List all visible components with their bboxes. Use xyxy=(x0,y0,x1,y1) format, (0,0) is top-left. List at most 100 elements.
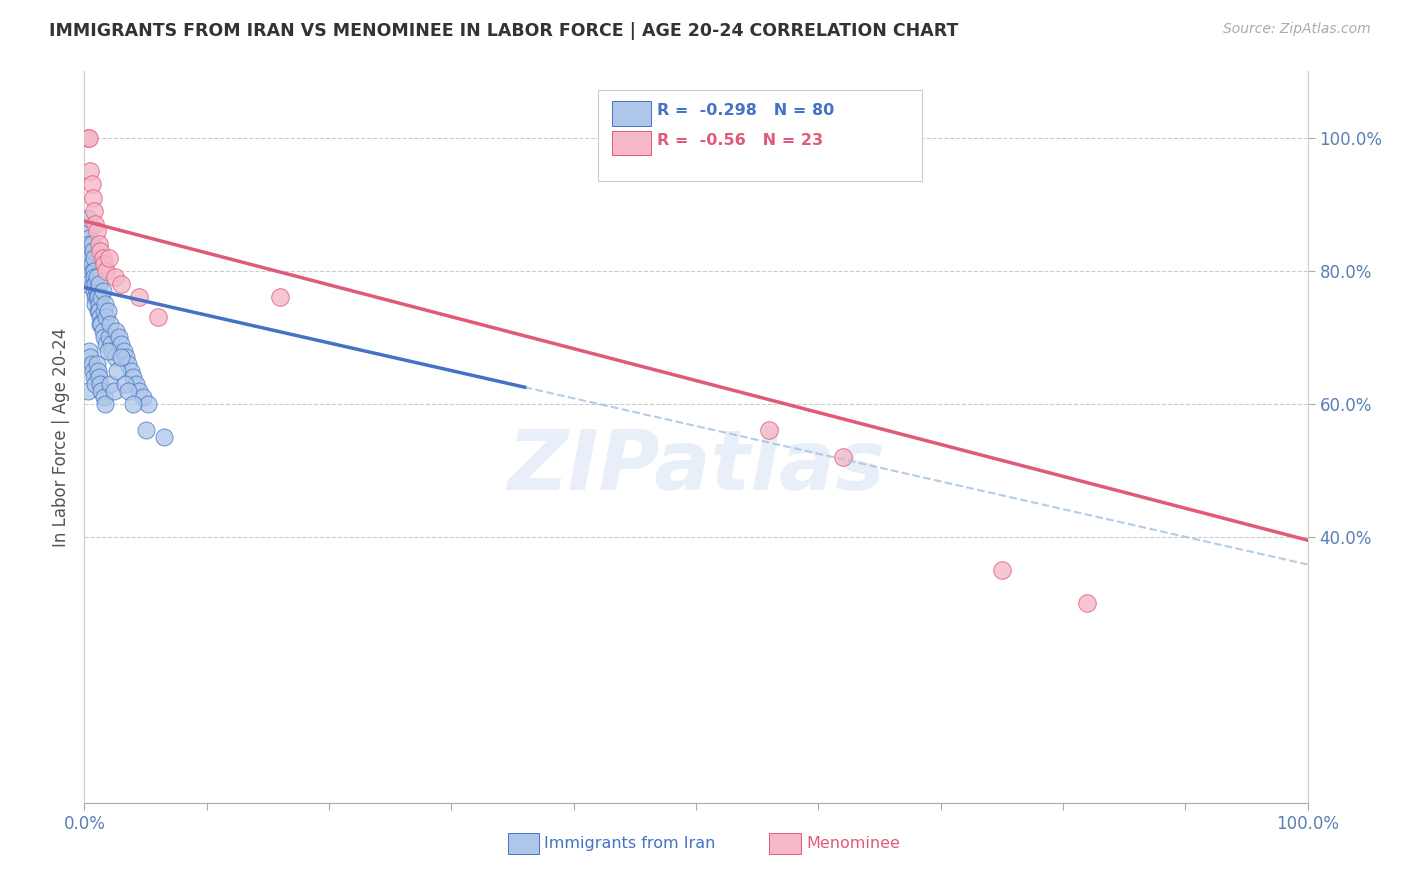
Point xyxy=(115,351,138,365)
Point xyxy=(93,390,115,404)
Point xyxy=(77,211,100,225)
Point xyxy=(110,277,132,292)
Point xyxy=(93,257,115,271)
FancyBboxPatch shape xyxy=(612,102,651,126)
Text: R =  -0.298   N = 80: R = -0.298 N = 80 xyxy=(657,103,834,118)
Point xyxy=(80,257,103,271)
Point xyxy=(91,284,114,298)
Point xyxy=(93,303,115,318)
FancyBboxPatch shape xyxy=(769,833,801,854)
Point xyxy=(91,324,114,338)
Point xyxy=(79,164,101,178)
Point xyxy=(96,264,118,278)
Point xyxy=(117,384,139,398)
Point xyxy=(82,363,104,377)
Point xyxy=(128,290,150,304)
Point xyxy=(90,384,112,398)
Point xyxy=(104,351,127,365)
Point xyxy=(87,297,110,311)
Point xyxy=(87,290,110,304)
Point xyxy=(77,131,100,145)
Point xyxy=(83,370,105,384)
Point xyxy=(97,343,120,358)
Point xyxy=(86,270,108,285)
Point xyxy=(87,370,110,384)
Point xyxy=(80,237,103,252)
Text: Menominee: Menominee xyxy=(806,837,900,852)
Point xyxy=(146,310,169,325)
Point xyxy=(83,204,105,219)
Point xyxy=(80,357,103,371)
Point xyxy=(758,424,780,438)
Point xyxy=(105,363,128,377)
Point xyxy=(153,430,176,444)
Point xyxy=(122,370,145,384)
Point xyxy=(94,297,117,311)
Point xyxy=(93,330,115,344)
Point xyxy=(86,284,108,298)
Point xyxy=(87,303,110,318)
Point xyxy=(84,277,107,292)
Point xyxy=(77,237,100,252)
Point xyxy=(76,277,98,292)
Point xyxy=(128,384,150,398)
Point xyxy=(87,303,110,318)
Point xyxy=(77,384,100,398)
Point xyxy=(82,191,104,205)
Text: IMMIGRANTS FROM IRAN VS MENOMINEE IN LABOR FORCE | AGE 20-24 CORRELATION CHART: IMMIGRANTS FROM IRAN VS MENOMINEE IN LAB… xyxy=(49,22,959,40)
Point xyxy=(84,290,107,304)
Point xyxy=(125,376,148,391)
Point xyxy=(132,390,155,404)
Text: Immigrants from Iran: Immigrants from Iran xyxy=(544,837,716,852)
Point xyxy=(103,384,125,398)
Point xyxy=(96,337,118,351)
Point xyxy=(77,131,100,145)
FancyBboxPatch shape xyxy=(508,833,540,854)
Point xyxy=(100,337,122,351)
Point xyxy=(104,270,127,285)
Point xyxy=(84,297,107,311)
Point xyxy=(84,217,107,231)
Point xyxy=(77,224,100,238)
Point xyxy=(97,330,120,344)
Point xyxy=(82,264,104,278)
Point xyxy=(84,376,107,391)
Point xyxy=(89,317,111,331)
Point xyxy=(110,337,132,351)
Point xyxy=(94,397,117,411)
Text: Source: ZipAtlas.com: Source: ZipAtlas.com xyxy=(1223,22,1371,37)
Point xyxy=(86,357,108,371)
Point xyxy=(79,251,101,265)
FancyBboxPatch shape xyxy=(612,130,651,155)
Point xyxy=(96,310,118,325)
Point xyxy=(82,244,104,258)
Point xyxy=(89,310,111,325)
Point xyxy=(77,343,100,358)
Point xyxy=(83,284,105,298)
Point xyxy=(79,351,101,365)
Point xyxy=(83,270,105,285)
Y-axis label: In Labor Force | Age 20-24: In Labor Force | Age 20-24 xyxy=(52,327,70,547)
Point xyxy=(122,397,145,411)
Point xyxy=(80,178,103,192)
Point xyxy=(1076,596,1098,610)
Point xyxy=(135,424,157,438)
Point xyxy=(90,317,112,331)
Point xyxy=(83,251,105,265)
Point xyxy=(110,351,132,365)
Text: ZIPatlas: ZIPatlas xyxy=(508,425,884,507)
Point xyxy=(97,303,120,318)
Point xyxy=(91,251,114,265)
Point xyxy=(89,244,111,258)
Point xyxy=(82,277,104,292)
Text: R =  -0.56   N = 23: R = -0.56 N = 23 xyxy=(657,133,823,148)
Point xyxy=(112,343,135,358)
Point xyxy=(86,290,108,304)
Point xyxy=(86,224,108,238)
Point xyxy=(269,290,291,304)
Point xyxy=(77,230,100,244)
Point xyxy=(79,244,101,258)
Point xyxy=(89,376,111,391)
Point xyxy=(98,317,121,331)
Point xyxy=(991,563,1014,577)
